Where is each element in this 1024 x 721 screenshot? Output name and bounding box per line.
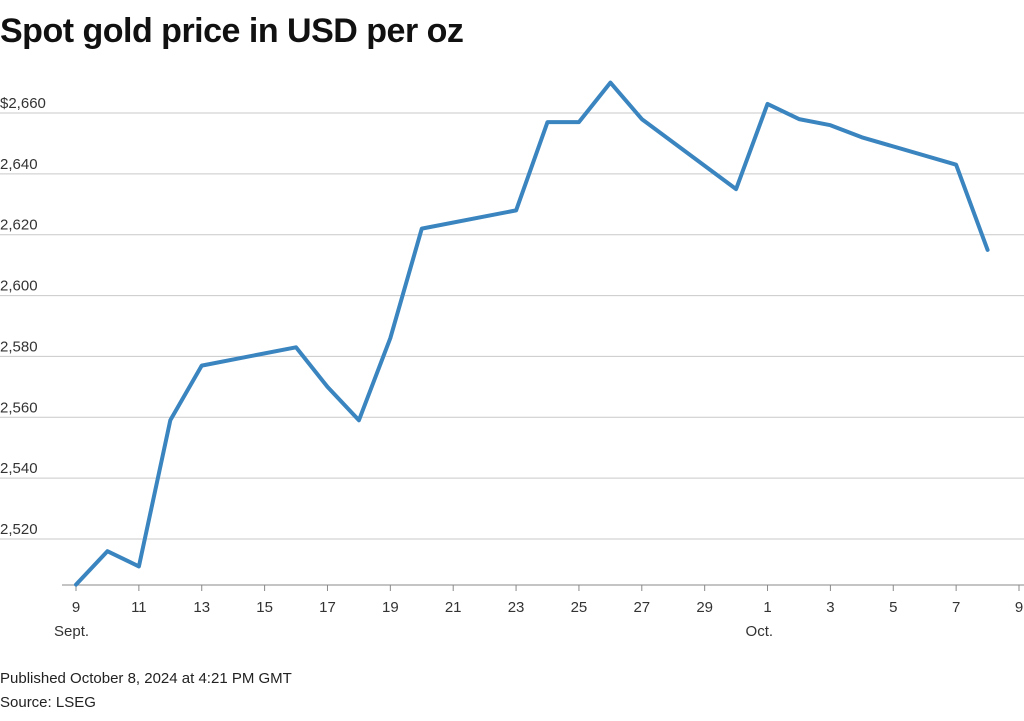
gridlines [0, 112, 1024, 540]
x-tick-label: 13 [193, 599, 210, 616]
x-month-label: Oct. [746, 623, 774, 640]
x-month-label: Sept. [54, 623, 89, 640]
x-tick-label: 27 [633, 599, 650, 616]
data-point [105, 549, 109, 553]
x-tick-label: 1 [763, 599, 771, 616]
data-point [514, 208, 518, 212]
y-tick-label: 2,640 [0, 156, 38, 173]
data-point [797, 117, 801, 121]
data-point [986, 248, 990, 252]
x-tick-label: 5 [889, 599, 897, 616]
y-tick-label: 2,540 [0, 460, 38, 477]
y-axis: 2,520 2,540 2,560 2,580 2,600 2,620 2,640 $2,66… [0, 95, 46, 538]
data-point [168, 418, 172, 422]
data-point [608, 81, 612, 85]
line-chart: 2,520 2,540 2,560 2,580 2,600 2,620 2,640 $2,66… [0, 80, 1024, 640]
data-point [734, 187, 738, 191]
data-point [357, 418, 361, 422]
y-tick-label: 2,520 [0, 521, 38, 538]
series-line [74, 80, 990, 587]
chart-title: Spot gold price in USD per oz [0, 12, 464, 50]
data-point [640, 117, 644, 121]
x-tick-label: 29 [696, 599, 713, 616]
y-tick-label: 2,560 [0, 399, 38, 416]
x-tick-label: 25 [571, 599, 588, 616]
data-point [294, 345, 298, 349]
data-point [325, 385, 329, 389]
data-point [137, 564, 141, 568]
y-tick-label: 2,600 [0, 278, 38, 295]
x-tick-label: 9 [1015, 599, 1023, 616]
data-point [420, 227, 424, 231]
x-tick-label: 23 [508, 599, 525, 616]
data-point [200, 364, 204, 368]
x-tick-label: 17 [319, 599, 336, 616]
data-point [954, 163, 958, 167]
x-tick-label: 15 [256, 599, 273, 616]
x-tick-label: 3 [826, 599, 834, 616]
y-tick-label: $2,660 [0, 95, 46, 112]
x-axis: 9 Sept. 11 13 15 17 19 21 23 25 27 29 1 Oct. 3 5 7 9 [54, 584, 1024, 640]
data-point [766, 102, 770, 106]
x-tick-label: 19 [382, 599, 399, 616]
y-tick-label: 2,580 [0, 338, 38, 355]
data-point [828, 123, 832, 127]
y-tick-label: 2,620 [0, 217, 38, 234]
published-note: Published October 8, 2024 at 4:21 PM GMT [0, 670, 292, 687]
data-point [860, 135, 864, 139]
data-point [577, 120, 581, 124]
source-note: Source: LSEG [0, 694, 96, 711]
data-point [388, 336, 392, 340]
x-tick-label: 21 [445, 599, 462, 616]
data-point [74, 583, 78, 587]
series-gold-price [74, 80, 990, 587]
x-tick-label: 11 [131, 599, 147, 616]
data-point [546, 120, 550, 124]
x-tick-label: 7 [952, 599, 960, 616]
x-tick-label: 9 [72, 599, 80, 616]
